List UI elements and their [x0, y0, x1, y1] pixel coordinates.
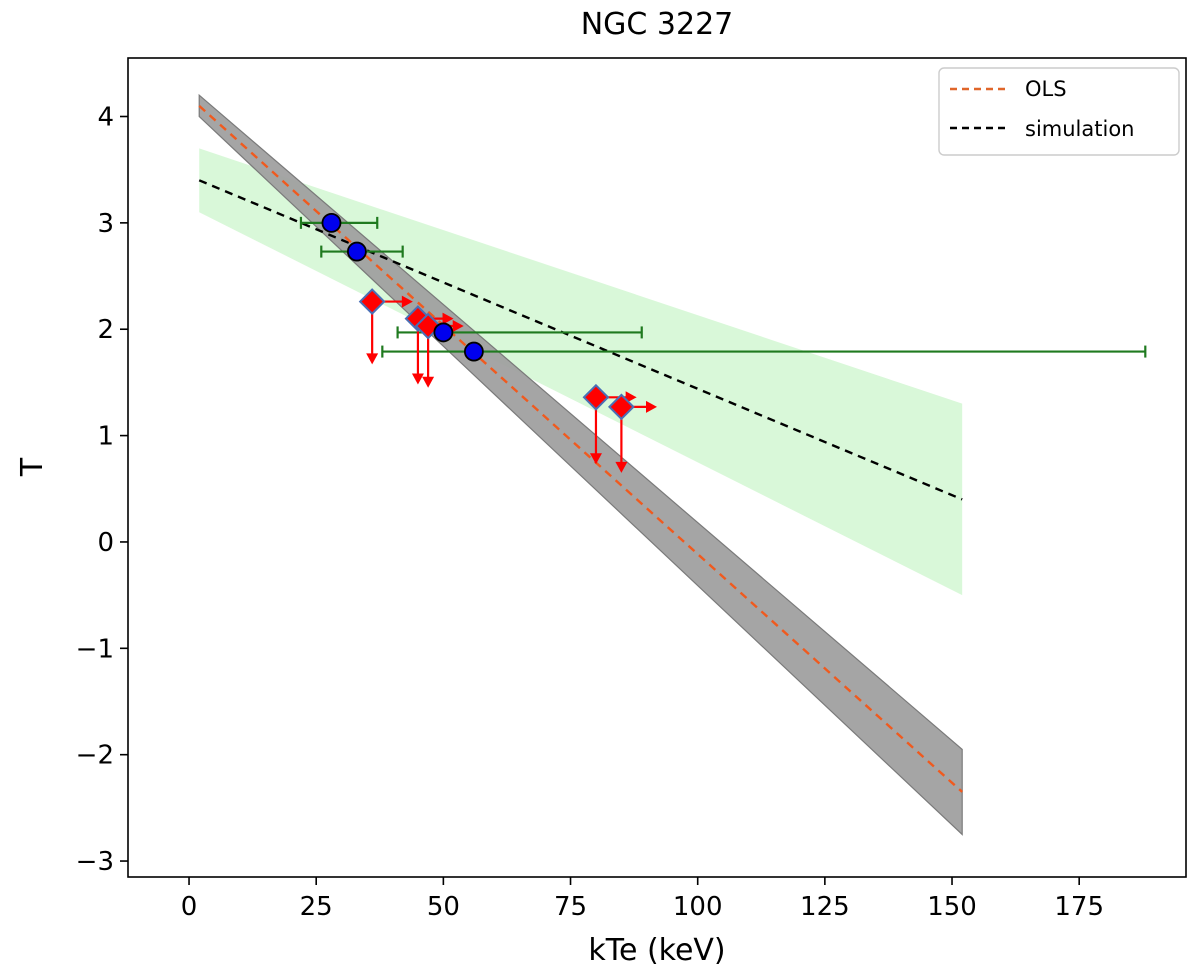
y-tick-label: 0: [97, 528, 114, 558]
limit-arrow-right-head: [625, 391, 637, 404]
plot-frame: [127, 57, 1187, 878]
y-tick-label: 3: [97, 209, 114, 239]
error-bars: [299, 216, 1147, 358]
limit-arrow-down-head: [615, 461, 628, 473]
chart-title: NGC 3227: [581, 7, 734, 42]
x-tick-label: 125: [800, 892, 850, 922]
x-tick-label: 150: [927, 892, 977, 922]
x-axis-title: kTe (keV): [588, 933, 725, 968]
x-tick-label: 50: [427, 892, 460, 922]
y-axis: −3 −2 −1 0 1 2 3 4: [76, 103, 128, 877]
plot-area: [198, 93, 1147, 836]
y-tick-label: 2: [97, 315, 114, 345]
legend-ols-label: OLS: [1025, 77, 1067, 101]
x-axis: 0 25 50 75 100 125 150 175: [181, 877, 1104, 922]
limit-arrow-down-head: [411, 373, 424, 385]
y-tick-label: −2: [76, 741, 114, 771]
detection-point: [346, 241, 367, 262]
detection-markers: [321, 212, 484, 362]
y-tick-label: −1: [76, 634, 114, 664]
limit-arrow-down-head: [366, 353, 379, 365]
x-tick-label: 175: [1054, 892, 1104, 922]
y-tick-label: 4: [97, 103, 114, 133]
x-tick-label: 25: [300, 892, 333, 922]
limit-arrow-right-head: [646, 400, 657, 413]
limit-arrow-right-head: [452, 320, 464, 333]
legend: OLS simulation: [938, 67, 1180, 156]
limit-arrow-right-head: [401, 295, 413, 308]
limit-marker: [358, 288, 386, 315]
detection-point: [433, 322, 454, 343]
ols-confidence-band: [198, 93, 963, 836]
limit-arrow-down-head: [589, 453, 602, 465]
x-tick-label: 75: [554, 892, 587, 922]
limit-arrow-right-head: [442, 312, 454, 325]
x-tick-label: 100: [673, 892, 723, 922]
error-bar: [381, 345, 1147, 358]
x-tick-label: 0: [181, 892, 198, 922]
legend-simulation-label: simulation: [1025, 117, 1134, 141]
limit-markers: [358, 288, 635, 421]
detection-point: [463, 341, 484, 362]
y-tick-label: 1: [97, 422, 114, 452]
limit-marker: [582, 383, 610, 411]
y-axis-title: T: [15, 457, 50, 477]
simulation-line: [198, 179, 963, 501]
y-tick-label: −3: [76, 847, 114, 877]
limit-arrow-down-head: [422, 376, 435, 388]
limit-marker: [607, 393, 635, 421]
detection-point: [321, 212, 342, 233]
